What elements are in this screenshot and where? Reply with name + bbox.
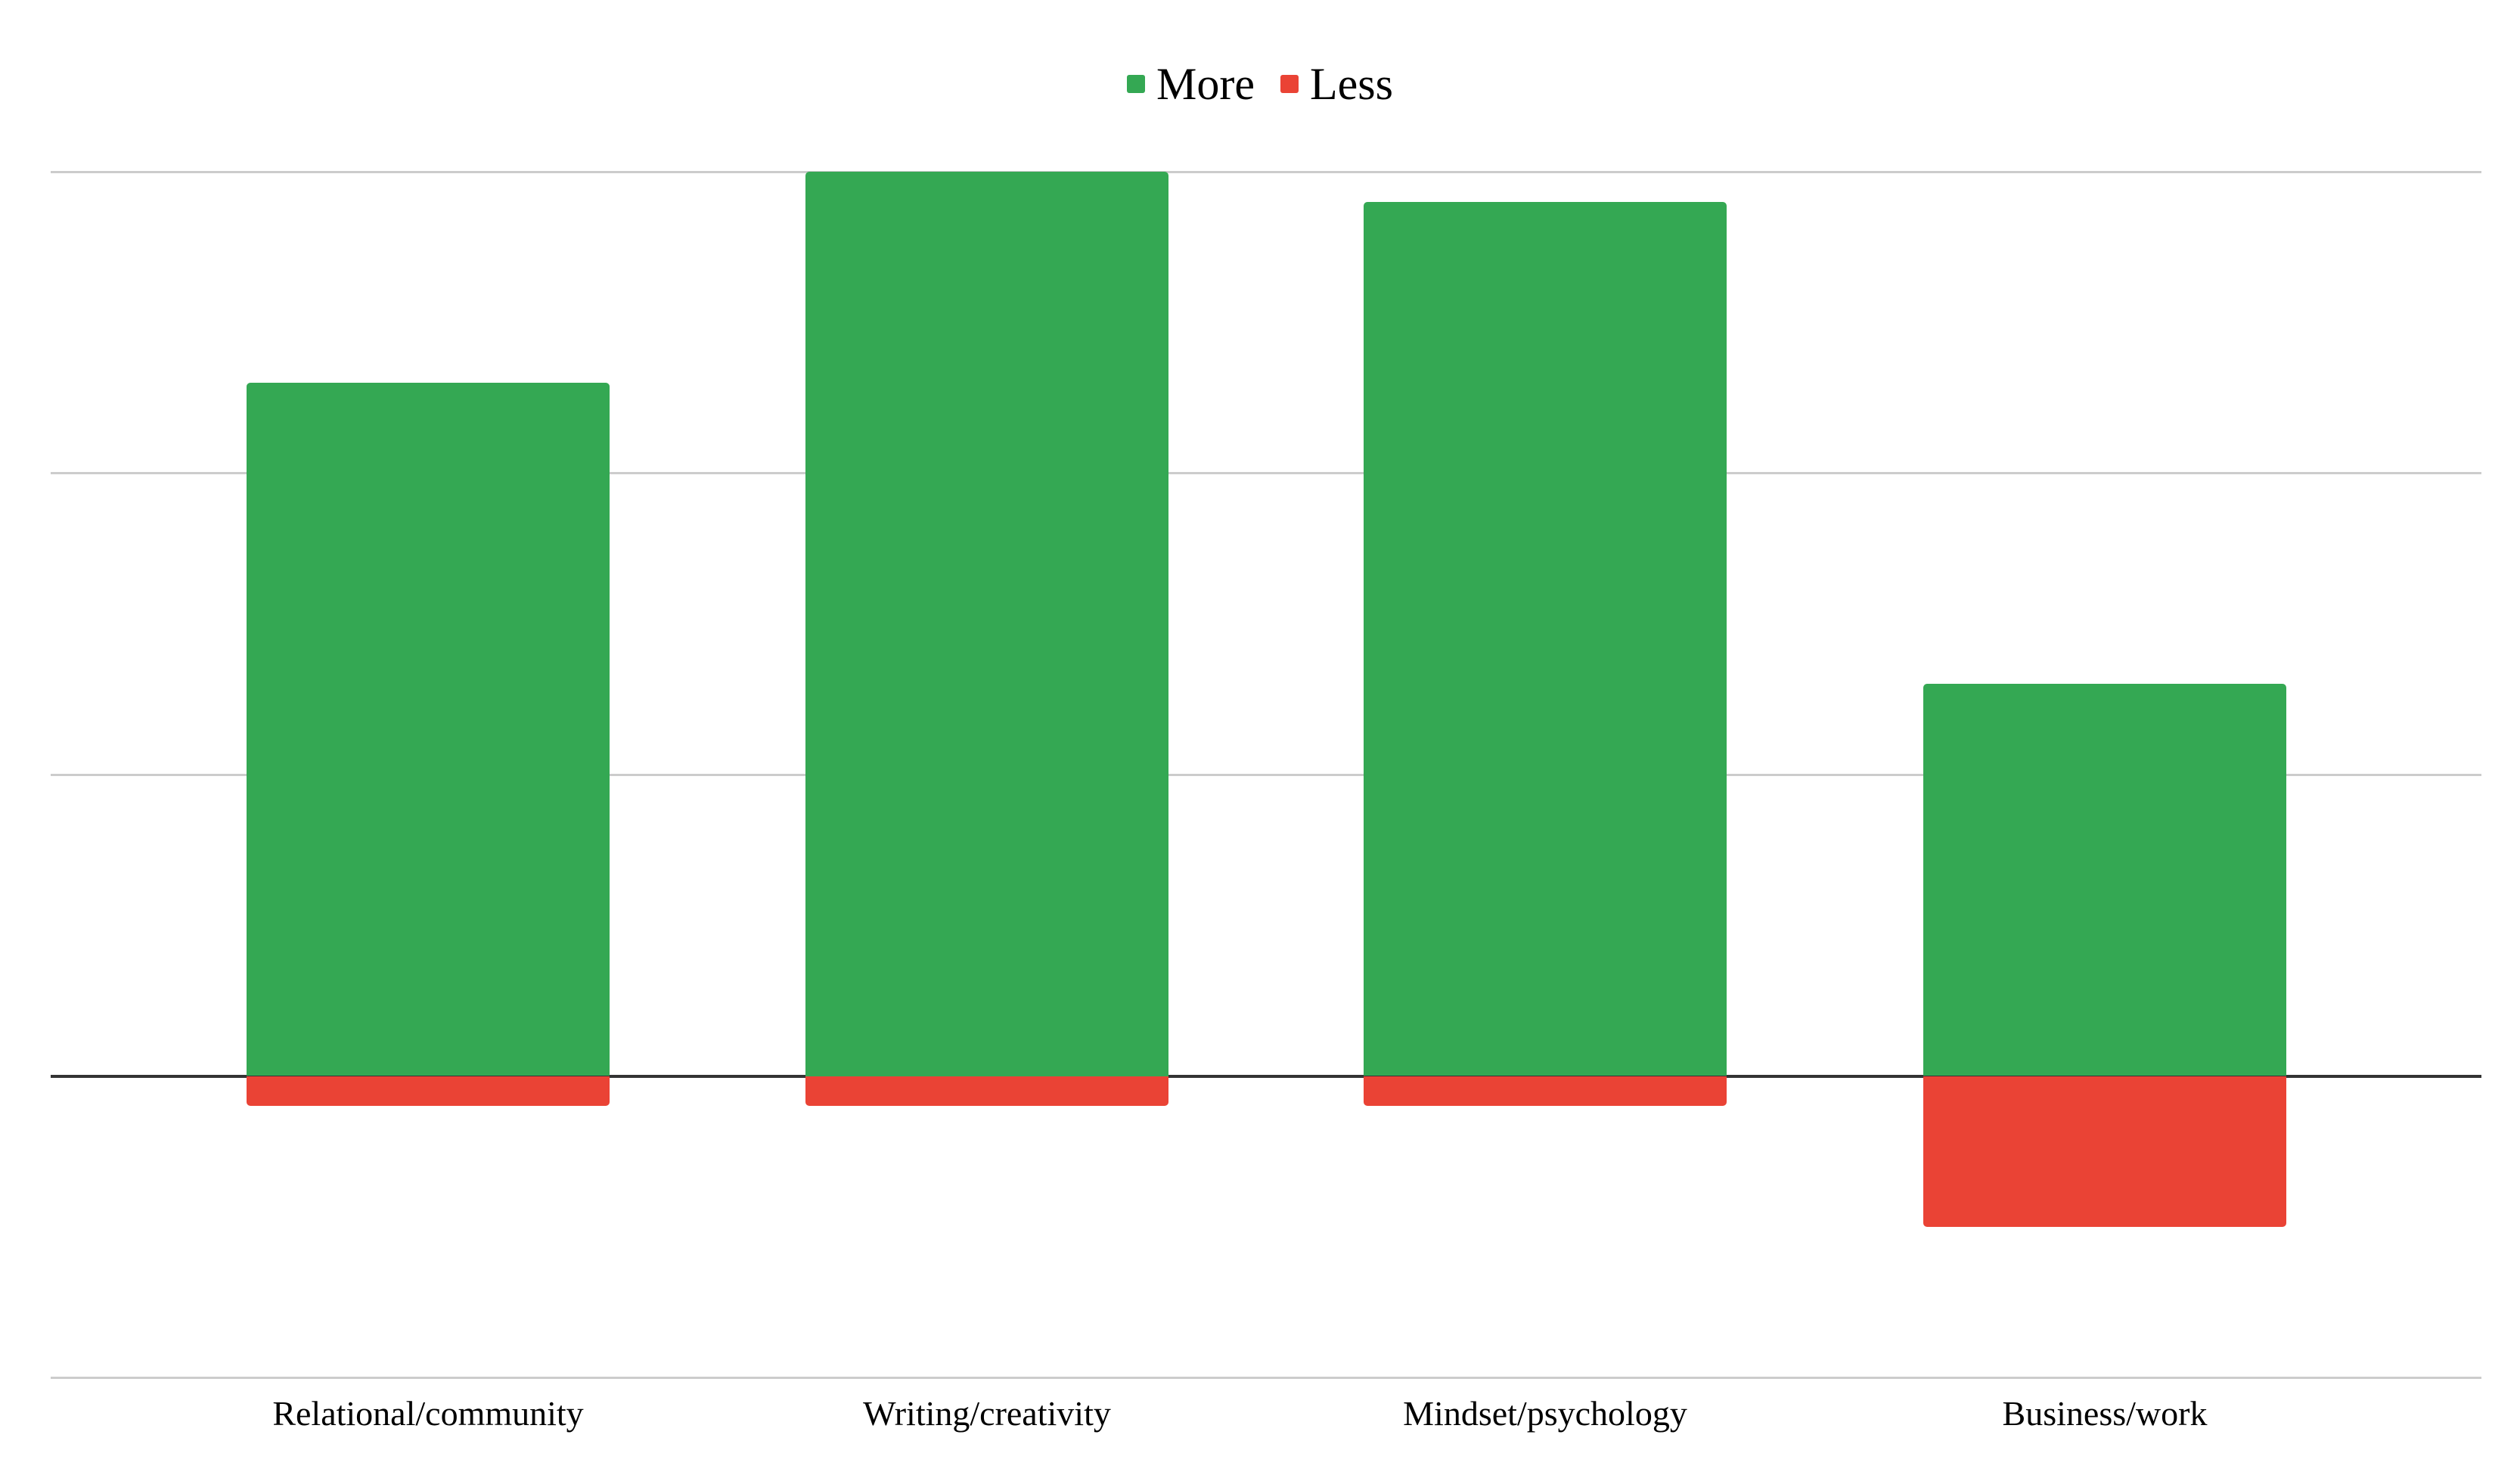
gridline [51,1376,2481,1379]
bar-less[interactable] [247,1076,610,1107]
bar-more[interactable] [247,382,610,1076]
chart-legend: More Less [0,59,2520,109]
zero-axis-line [51,1074,2481,1078]
bar-more[interactable] [1923,684,2286,1076]
gridline [51,773,2481,776]
legend-item-more: More [1127,59,1255,109]
gridline [51,472,2481,474]
bar-less[interactable] [805,1076,1168,1107]
x-axis-label: Business/work [2002,1394,2208,1433]
legend-swatch-icon [1127,75,1146,93]
legend-swatch-icon [1280,75,1299,93]
legend-label: More [1156,59,1255,109]
legend-item-less: Less [1280,59,1393,109]
x-axis-label: Writing/creativity [863,1394,1111,1433]
gridline [51,170,2481,173]
bar-less[interactable] [1923,1076,2286,1227]
bar-more[interactable] [1364,201,1727,1076]
bar-more[interactable] [805,172,1168,1076]
legend-label: Less [1309,59,1393,109]
x-axis-label: Mindset/psychology [1403,1394,1687,1433]
bar-less[interactable] [1364,1076,1727,1107]
x-axis-label: Relational/community [272,1394,584,1433]
